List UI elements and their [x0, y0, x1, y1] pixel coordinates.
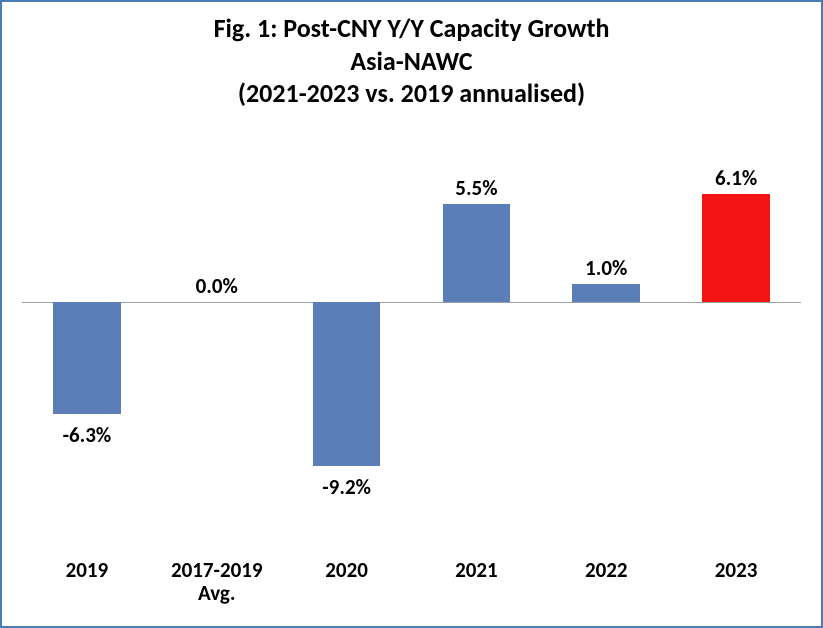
bar-value-label: -9.2% [322, 474, 371, 500]
x-axis-label: 2021 [411, 559, 541, 582]
chart-title: Fig. 1: Post-CNY Y/Y Capacity GrowthAsia… [2, 2, 821, 110]
bar-value-label: 5.5% [455, 175, 497, 201]
x-axis-label: 2019 [22, 559, 152, 582]
bar [443, 204, 511, 302]
bar [702, 194, 770, 302]
x-axis-label: 2022 [541, 559, 671, 582]
bar-value-label: -6.3% [63, 422, 112, 448]
x-axis-label: 2023 [671, 559, 801, 582]
bar [53, 302, 121, 414]
bar-value-label: 6.1% [715, 165, 757, 191]
bar [313, 302, 381, 466]
bar-value-label: 0.0% [196, 273, 238, 299]
plot-area: -6.3% 0.0% -9.2% 5.5% 1.0% 6.1% [22, 142, 801, 551]
x-axis-labels: 20192017-2019Avg.2020202120222023 [22, 559, 801, 614]
bar [572, 284, 640, 302]
y-zero-line [22, 302, 801, 303]
bar-value-label: 1.0% [585, 255, 627, 281]
x-axis-label: 2017-2019Avg. [152, 559, 282, 605]
chart-title-line: (2021-2023 vs. 2019 annualised) [238, 77, 585, 109]
chart-title-line: Fig. 1: Post-CNY Y/Y Capacity Growth [214, 12, 610, 44]
x-axis-label: 2020 [282, 559, 412, 582]
chart-frame: Fig. 1: Post-CNY Y/Y Capacity GrowthAsia… [0, 0, 823, 628]
chart-title-line: Asia-NAWC [350, 45, 472, 77]
